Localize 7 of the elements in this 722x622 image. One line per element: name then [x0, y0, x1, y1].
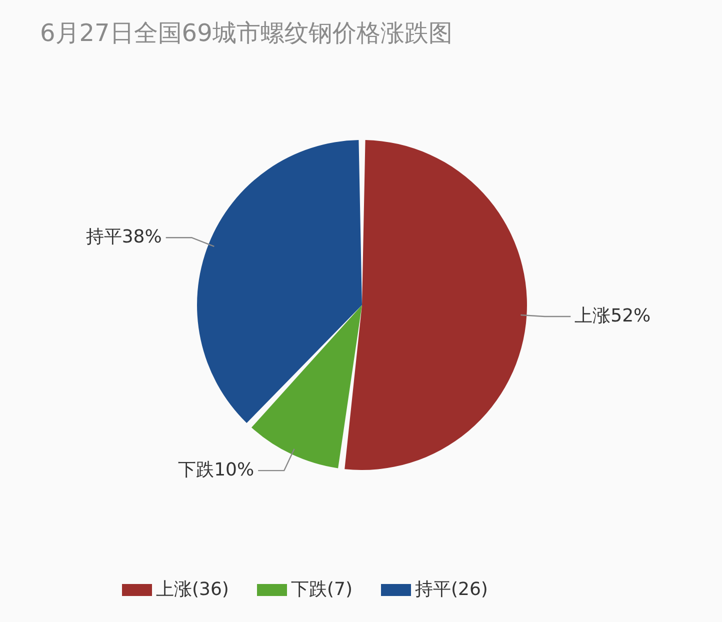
data-label: 下跌10%	[178, 460, 254, 481]
data-label: 持平38%	[86, 226, 162, 248]
legend-label: 持平(26)	[415, 579, 488, 600]
chart-title: 6月27日全国69城市螺纹钢价格涨跌图	[40, 19, 452, 47]
legend-label: 下跌(7)	[291, 579, 352, 600]
data-label: 上涨52%	[574, 305, 651, 326]
legend-label: 上涨(36)	[156, 579, 229, 600]
